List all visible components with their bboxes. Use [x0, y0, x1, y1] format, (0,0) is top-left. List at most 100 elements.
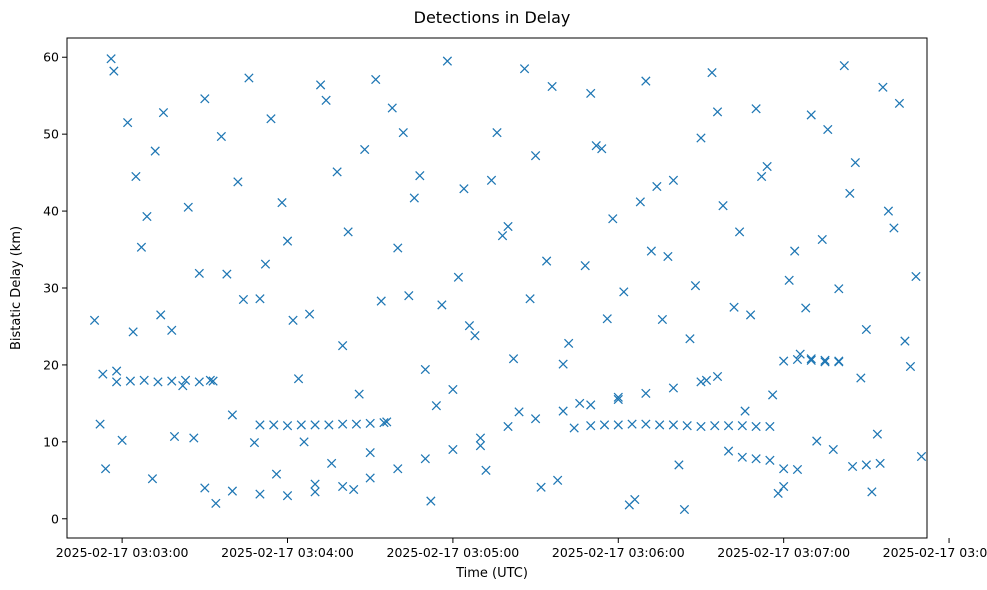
data-point	[486, 175, 497, 185]
data-point	[244, 73, 254, 83]
data-point	[398, 127, 408, 138]
data-point	[497, 231, 508, 241]
data-point	[597, 144, 607, 154]
data-point	[845, 188, 855, 199]
x-axis-ticks: 2025-02-17 03:03:00 2025-02-17 03:04:00 20…	[56, 538, 987, 560]
data-point	[756, 171, 767, 182]
data-point	[627, 419, 637, 429]
data-point	[216, 131, 227, 142]
data-point	[613, 394, 623, 405]
data-point	[125, 376, 136, 386]
y-tick-label: 10	[43, 434, 59, 449]
data-point	[668, 420, 679, 430]
x-tick-label: 2025-02-17 03:06:00	[552, 545, 685, 560]
y-axis-label: Bistatic Delay (km)	[9, 226, 24, 350]
data-point	[839, 61, 849, 71]
data-point	[266, 114, 276, 124]
data-point	[98, 369, 108, 379]
data-point	[122, 117, 133, 128]
data-point	[282, 236, 293, 246]
data-point	[365, 473, 375, 483]
y-tick-label: 40	[43, 204, 59, 219]
data-point	[580, 261, 590, 271]
data-point	[169, 431, 180, 442]
data-point	[861, 460, 872, 470]
data-point	[147, 474, 158, 484]
data-point	[911, 271, 921, 282]
data-point	[575, 398, 585, 409]
data-point	[205, 375, 215, 385]
data-point	[652, 181, 662, 192]
data-point	[710, 421, 720, 431]
data-point	[602, 314, 612, 324]
data-point	[142, 211, 152, 222]
data-point	[387, 103, 397, 113]
data-point	[654, 420, 665, 430]
data-point	[779, 356, 789, 366]
data-point	[426, 496, 436, 506]
data-point	[624, 500, 634, 510]
data-point	[208, 376, 218, 386]
data-point	[310, 479, 320, 489]
data-point	[337, 341, 348, 351]
data-point	[536, 482, 546, 492]
data-point	[111, 377, 122, 387]
data-point	[668, 383, 679, 393]
data-point	[779, 481, 789, 492]
data-point	[167, 376, 177, 386]
data-point	[812, 436, 822, 446]
data-point	[255, 489, 265, 499]
data-point	[189, 433, 199, 443]
data-point	[448, 444, 458, 455]
data-point	[106, 54, 116, 64]
data-point	[765, 455, 775, 465]
data-point	[679, 504, 690, 515]
data-point	[379, 417, 389, 428]
data-point	[564, 338, 574, 349]
data-point	[817, 234, 827, 245]
data-point	[856, 373, 866, 383]
data-point	[310, 420, 320, 430]
data-point	[608, 214, 618, 224]
data-point	[641, 76, 651, 86]
data-point	[682, 421, 692, 431]
data-point	[586, 421, 596, 431]
data-point	[820, 355, 830, 365]
data-point	[475, 433, 486, 443]
data-point	[547, 81, 557, 92]
data-point	[729, 302, 739, 312]
data-point	[712, 371, 723, 382]
data-point	[586, 88, 596, 99]
data-point	[365, 447, 375, 458]
data-point	[723, 446, 734, 456]
data-point	[167, 325, 177, 335]
data-point	[806, 355, 816, 365]
data-point	[751, 104, 761, 114]
data-point	[558, 406, 568, 416]
data-point	[641, 388, 651, 399]
data-point	[448, 384, 458, 395]
data-point	[382, 417, 392, 427]
data-point	[158, 107, 169, 118]
data-point	[332, 167, 342, 177]
x-tick-label: 2025-02-17 03:04:00	[221, 545, 354, 560]
data-point	[635, 197, 645, 207]
data-point	[820, 357, 830, 367]
data-point	[222, 269, 232, 279]
data-point	[136, 242, 147, 252]
data-point	[867, 487, 877, 497]
data-point	[260, 259, 271, 269]
data-point	[180, 375, 191, 385]
data-point	[737, 452, 747, 462]
data-point	[321, 95, 331, 105]
data-point	[420, 454, 430, 464]
data-point	[315, 80, 326, 90]
data-point	[790, 246, 800, 256]
data-point	[696, 377, 706, 387]
data-point	[100, 464, 111, 474]
data-point	[183, 202, 193, 212]
y-tick-label: 20	[43, 357, 59, 372]
plot-area-frame	[66, 37, 928, 539]
data-point	[737, 421, 747, 431]
